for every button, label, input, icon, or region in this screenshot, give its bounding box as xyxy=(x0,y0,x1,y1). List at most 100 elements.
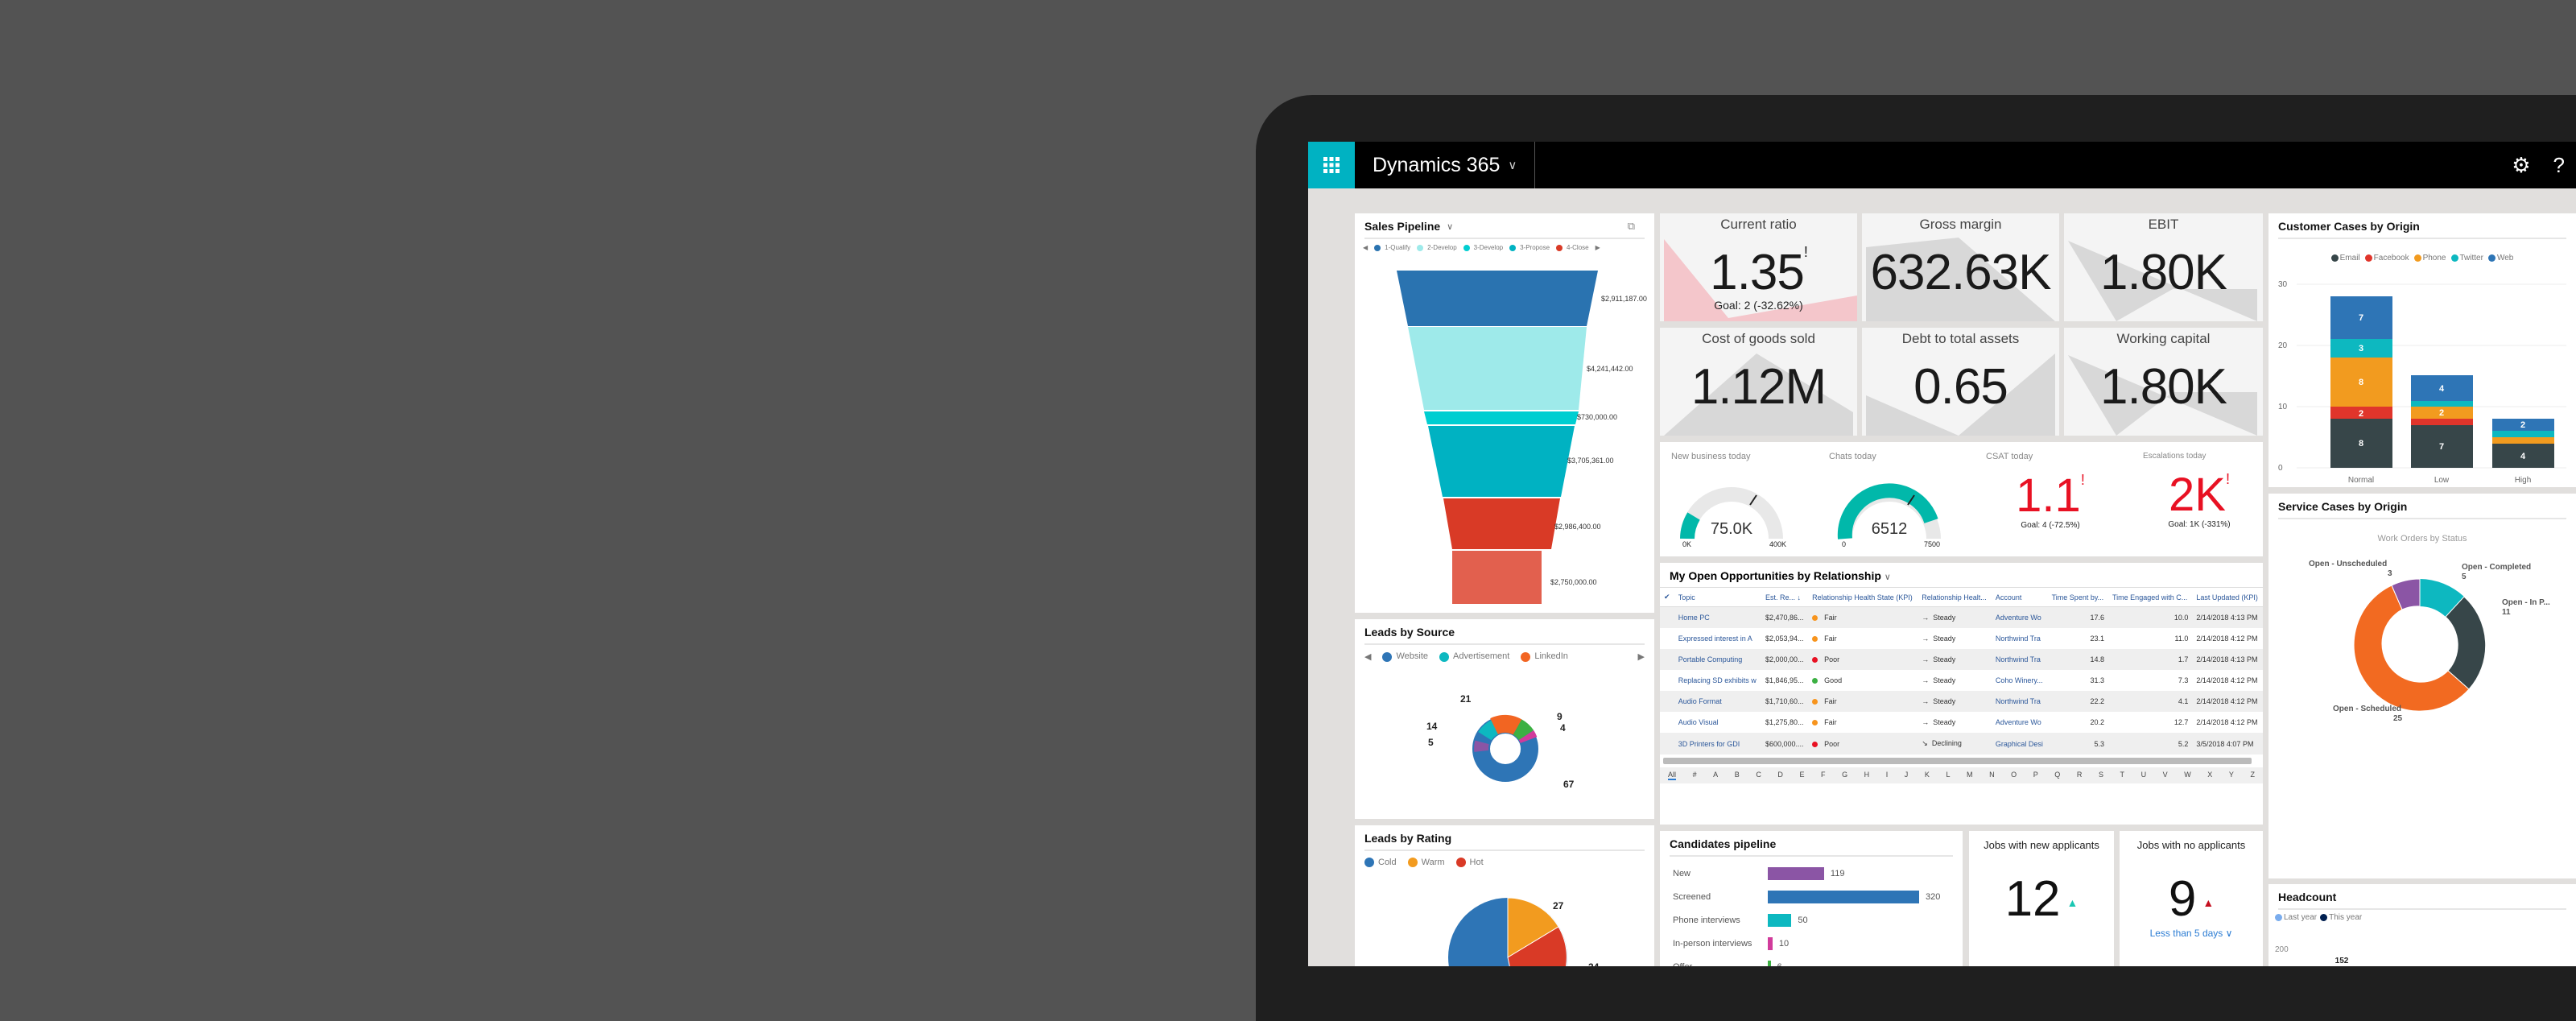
kpi-working-capital[interactable]: Working capital 1.80K xyxy=(2064,328,2263,436)
legend-prev-icon[interactable]: ◀ xyxy=(1363,244,1368,251)
col-header[interactable]: Last Updated (KPI) xyxy=(2192,588,2263,607)
svg-text:2: 2 xyxy=(2520,420,2525,430)
alpha-filter-14[interactable]: M xyxy=(1967,771,1973,779)
leads-source-donut: 21 94 14 5 67 xyxy=(1426,693,1575,790)
topic-link[interactable]: 3D Printers for GDI xyxy=(1674,733,1761,754)
table-row[interactable]: Portable Computing $2,000,00... Poor → S… xyxy=(1660,649,2263,670)
account-link[interactable]: Northwind Tra xyxy=(1991,649,2048,670)
alpha-filter-5[interactable]: D xyxy=(1777,771,1783,779)
table-row[interactable]: Home PC $2,470,86... Fair → Steady Adven… xyxy=(1660,606,2263,628)
alpha-filter-2[interactable]: A xyxy=(1713,771,1719,779)
alpha-filter-24[interactable]: W xyxy=(2184,771,2191,779)
gear-icon[interactable]: ⚙ xyxy=(2512,152,2531,177)
svg-text:21: 21 xyxy=(1460,693,1472,705)
candidate-stage-row[interactable]: In-person interviews 10 xyxy=(1673,936,1790,950)
col-header[interactable]: Time Spent by... xyxy=(2047,588,2109,607)
alpha-filter-11[interactable]: J xyxy=(1904,771,1909,779)
card-title: Sales Pipeline xyxy=(1364,220,1441,233)
col-header[interactable]: Account xyxy=(1991,588,2048,607)
table-row[interactable]: Expressed interest in A $2,053,94... Fai… xyxy=(1660,628,2263,649)
kpi-ebit[interactable]: EBIT 1.80K xyxy=(2064,213,2263,321)
alpha-filter-9[interactable]: H xyxy=(1864,771,1870,779)
account-link[interactable]: Adventure Wo xyxy=(1991,606,2048,628)
alpha-filter-20[interactable]: S xyxy=(2098,771,2103,779)
col-header[interactable]: Topic xyxy=(1674,588,1761,607)
legend-next-icon[interactable]: ▶ xyxy=(1637,652,1645,662)
candidate-stage-row[interactable]: Phone interviews 50 xyxy=(1673,913,1808,927)
alpha-filter-0[interactable]: All xyxy=(1668,771,1677,780)
col-header[interactable]: Relationship Healt... xyxy=(1918,588,1992,607)
candidate-stage-row[interactable]: Screened 320 xyxy=(1673,890,1941,903)
account-link[interactable]: Adventure Wo xyxy=(1995,718,2041,726)
account-link[interactable]: Northwind Tra xyxy=(1991,691,2048,712)
alpha-filter-17[interactable]: P xyxy=(2033,771,2038,779)
topic-link[interactable]: Replacing SD exhibits w xyxy=(1678,676,1757,684)
kpi-gross-margin[interactable]: Gross margin 632.63K xyxy=(1862,213,2059,321)
table-row[interactable]: Replacing SD exhibits w $1,846,95... Goo… xyxy=(1660,670,2263,691)
account-link[interactable]: Graphical Desi xyxy=(1991,733,2048,754)
col-header[interactable]: Est. Re... ↓ xyxy=(1761,588,1809,607)
select-all-checkbox[interactable]: ✔ xyxy=(1660,588,1674,607)
alpha-filter-13[interactable]: L xyxy=(1946,771,1951,779)
table-row[interactable]: 3D Printers for GDI $600,000.... Poor ↘ … xyxy=(1660,733,2263,754)
chats-gauge[interactable]: Chats today 6512 0 7500 xyxy=(1829,452,1941,548)
expand-icon[interactable]: ⧉ xyxy=(1627,220,1635,232)
alpha-filter-23[interactable]: V xyxy=(2162,771,2168,779)
alpha-filter-21[interactable]: T xyxy=(2120,771,2125,779)
app-screen: Dynamics 365 ∨ ⚙ ? Sales Pipeline ∨ ⧉ ◀ 1-Q… xyxy=(1308,142,2576,966)
account-link[interactable]: Coho Winery... xyxy=(1995,676,2043,684)
legend-next-icon[interactable]: ▶ xyxy=(1595,244,1600,251)
opportunities-grid: ✔ Topic Est. Re... ↓ Relationship Health… xyxy=(1660,588,2263,754)
alpha-filter-1[interactable]: # xyxy=(1692,771,1697,779)
alpha-filter-8[interactable]: G xyxy=(1842,771,1848,779)
help-icon[interactable]: ? xyxy=(2553,152,2565,177)
alpha-filter-7[interactable]: F xyxy=(1821,771,1826,779)
candidate-stage-row[interactable]: New 119 xyxy=(1673,866,1845,880)
svg-text:67: 67 xyxy=(1563,779,1575,790)
chevron-down-icon[interactable]: ∨ xyxy=(1447,221,1454,232)
chevron-down-icon[interactable]: ∨ xyxy=(1884,573,1891,582)
topic-link[interactable]: Home PC xyxy=(1674,606,1761,628)
app-switcher[interactable]: Dynamics 365 ∨ xyxy=(1355,142,1536,188)
topic-link[interactable]: Audio Format xyxy=(1674,691,1761,712)
alpha-filter-10[interactable]: I xyxy=(1885,771,1889,779)
svg-text:5: 5 xyxy=(1428,737,1434,748)
topic-link[interactable]: Portable Computing xyxy=(1674,649,1761,670)
horizontal-scrollbar[interactable] xyxy=(1663,758,2252,764)
alpha-filter-18[interactable]: Q xyxy=(2054,771,2061,779)
jobs-new-applicants-tile[interactable]: Jobs with new applicants 12 ▲ xyxy=(1969,831,2114,966)
app-launcher-button[interactable] xyxy=(1308,142,1355,188)
escalations-card[interactable]: Escalations today 2K! Goal: 1K (-331%) xyxy=(2143,452,2231,529)
col-header[interactable]: Relationship Health State (KPI) xyxy=(1808,588,1918,607)
legend-prev-icon[interactable]: ◀ xyxy=(1364,652,1372,662)
card-title: Customer Cases by Origin xyxy=(2278,220,2420,233)
alpha-filter-6[interactable]: E xyxy=(1799,771,1805,779)
account-link[interactable]: Northwind Tra xyxy=(1995,635,2041,643)
kpi-debt-to-total-assets[interactable]: Debt to total assets 0.65 xyxy=(1862,328,2059,436)
alpha-filter-22[interactable]: U xyxy=(2140,771,2147,779)
table-row[interactable]: Audio Format $1,710,60... Fair → Steady … xyxy=(1660,691,2263,712)
kpi-current-ratio[interactable]: Current ratio 1.35! Goal: 2 (-32.62%) xyxy=(1660,213,1857,321)
svg-text:2: 2 xyxy=(2359,409,2363,419)
alpha-filter-25[interactable]: X xyxy=(2207,771,2213,779)
alpha-filter-16[interactable]: O xyxy=(2011,771,2017,779)
kpi-cost-of-goods-sold[interactable]: Cost of goods sold 1.12M xyxy=(1660,328,1857,436)
sort-desc-icon: ↓ xyxy=(1797,593,1802,601)
topic-link[interactable]: Expressed interest in A xyxy=(1678,635,1752,643)
alpha-filter-4[interactable]: C xyxy=(1756,771,1761,779)
alpha-filter-3[interactable]: B xyxy=(1734,771,1740,779)
alpha-filter-19[interactable]: R xyxy=(2076,771,2083,779)
new-business-gauge[interactable]: New business today 75.0K 0K 400K xyxy=(1671,452,1787,548)
candidate-stage-row[interactable]: Offer6 xyxy=(1673,955,1950,966)
jobs-no-applicants-tile[interactable]: Jobs with no applicants 9 ▲ Less than 5 d… xyxy=(2120,831,2263,966)
alpha-filter-27[interactable]: Z xyxy=(2250,771,2255,779)
col-header[interactable]: Time Engaged with C... xyxy=(2108,588,2193,607)
alpha-filter-12[interactable]: K xyxy=(1924,771,1930,779)
topic-link[interactable]: Audio Visual xyxy=(1678,718,1719,726)
trend-icon: → xyxy=(1922,635,1930,643)
days-filter-dropdown[interactable]: Less than 5 days ∨ xyxy=(2149,928,2233,939)
alpha-filter-15[interactable]: N xyxy=(1989,771,1995,779)
csat-card[interactable]: CSAT today 1.1! Goal: 4 (-72.5%) xyxy=(1986,452,2085,530)
alpha-filter-26[interactable]: Y xyxy=(2228,771,2234,779)
table-row[interactable]: Audio Visual $1,275,80... Fair → Steady … xyxy=(1660,712,2263,733)
